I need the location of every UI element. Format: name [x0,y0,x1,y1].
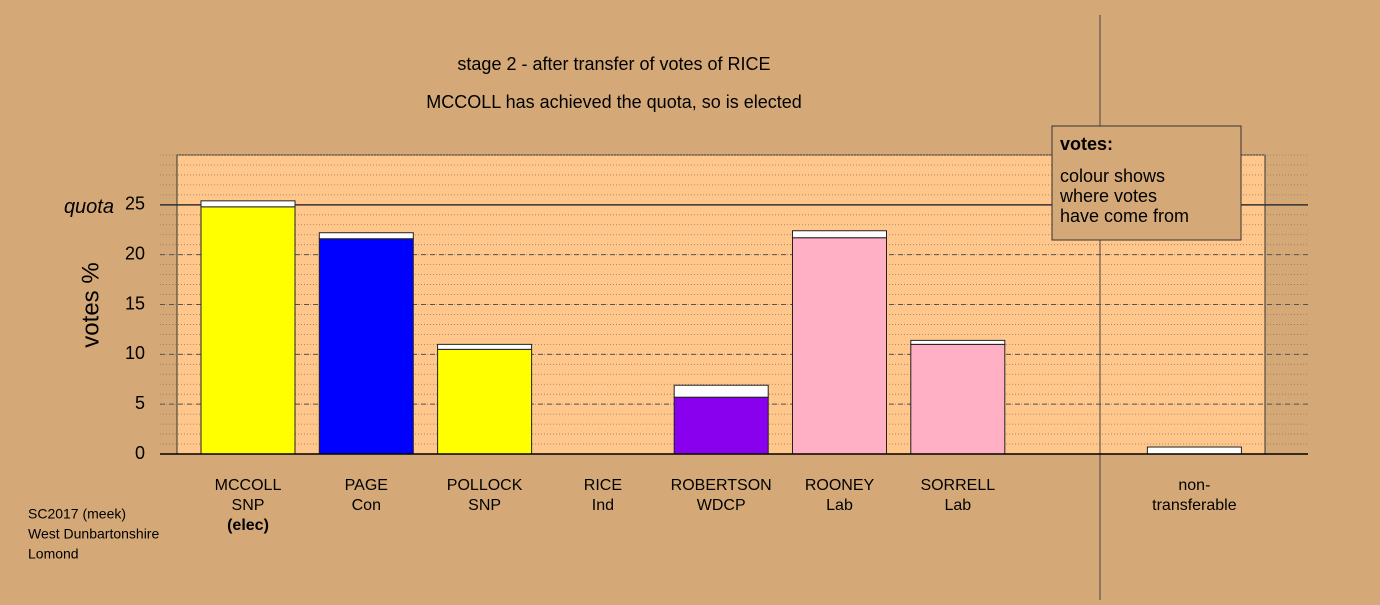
bar [318,238,414,455]
bar [792,237,887,455]
bar [673,396,769,455]
footer-line: SC2017 (meek) [28,506,126,522]
transfer-bar [200,200,296,208]
y-tick-label: 5 [135,393,145,413]
footer-line: Lomond [28,546,79,562]
y-tick-label: 25 [125,194,145,214]
x-tick-label: SNP [468,497,501,514]
x-tick-label: PAGE [345,477,388,494]
x-tick-label: MCCOLL [215,477,282,494]
x-tick-label: Lab [826,497,853,514]
bar [910,343,1006,455]
y-axis-label: votes % [77,262,104,347]
y-tick-label: 15 [125,293,145,313]
y-tick-label: 20 [125,243,145,263]
x-tick-label: Con [352,497,381,514]
y-tick-label: 10 [125,343,145,363]
x-tick-label: non- [1178,477,1210,494]
x-tick-label: ROONEY [805,477,875,494]
elected-label: (elec) [227,517,269,534]
transfer-bar [1146,446,1242,455]
x-tick-label: SORRELL [920,477,995,494]
note-title: votes: [1060,134,1113,154]
transfer-bar [792,230,887,239]
note-line: where votes [1059,186,1157,206]
x-tick-label: WDCP [697,497,746,514]
transfer-bar [318,232,414,240]
note-box [1051,125,1242,241]
x-tick-label: Ind [592,497,614,514]
chart-title: stage 2 - after transfer of votes of RIC… [457,54,770,74]
bar [200,206,296,455]
x-tick-label: POLLOCK [447,477,523,494]
note-line: colour shows [1060,166,1165,186]
transfer-bar [437,343,533,350]
x-tick-label: ROBERTSON [671,477,772,494]
chart-subtitle: MCCOLL has achieved the quota, so is ele… [426,92,802,112]
transfer-bar [673,384,769,398]
bar [437,348,533,455]
note-line: have come from [1060,206,1189,226]
y-tick-label: 0 [135,443,145,463]
x-tick-label: RICE [584,477,622,494]
transfer-bar [910,339,1006,345]
quota-label: quota [64,196,114,218]
x-tick-label: SNP [232,497,265,514]
x-tick-label: transferable [1152,497,1237,514]
x-tick-label: Lab [944,497,971,514]
footer-line: West Dunbartonshire [28,526,159,542]
